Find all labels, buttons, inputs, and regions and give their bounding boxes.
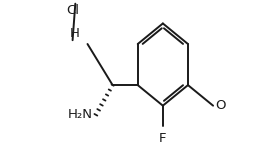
Text: F: F xyxy=(159,132,166,145)
Text: O: O xyxy=(216,99,226,112)
Text: Cl: Cl xyxy=(66,4,79,17)
Text: H₂N: H₂N xyxy=(68,108,93,121)
Text: H: H xyxy=(70,27,80,40)
